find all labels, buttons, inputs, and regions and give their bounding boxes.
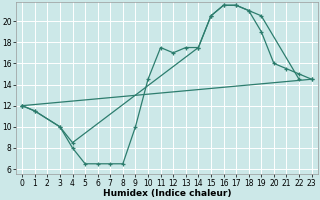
X-axis label: Humidex (Indice chaleur): Humidex (Indice chaleur) [103,189,231,198]
